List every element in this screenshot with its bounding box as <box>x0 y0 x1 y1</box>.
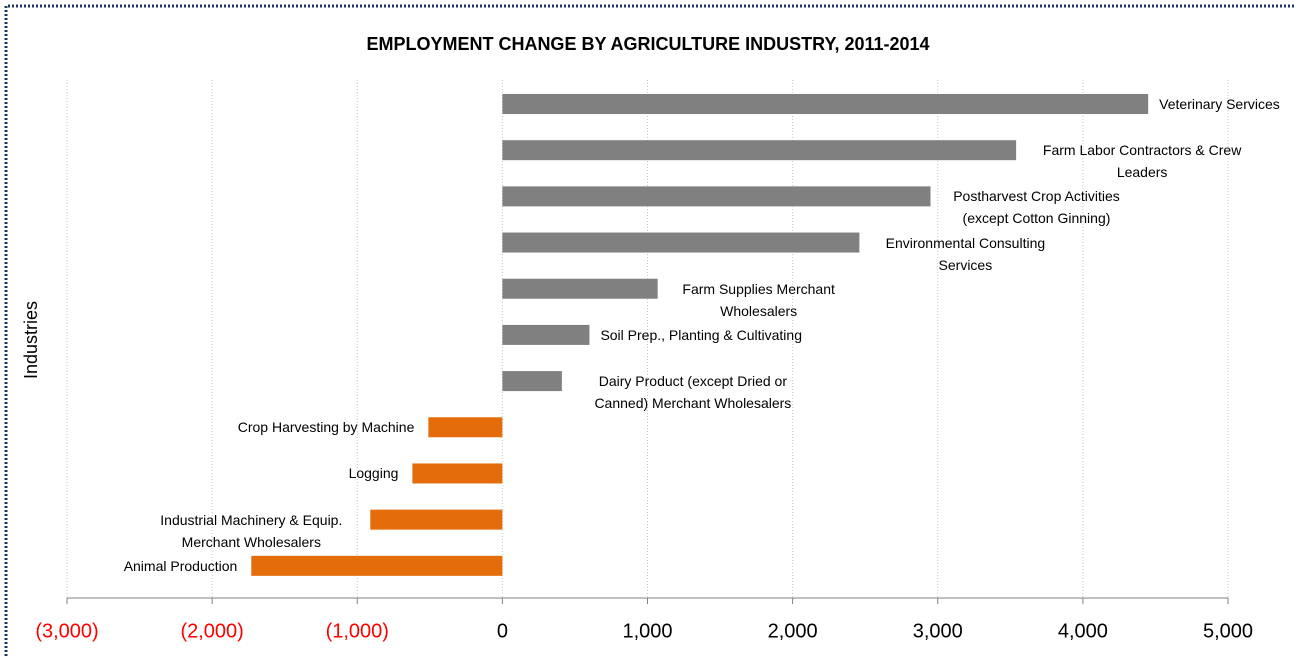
x-tick-label: 5,000 <box>1203 620 1253 642</box>
bar <box>502 186 931 207</box>
bar-label: Postharvest Crop Activities (except Cott… <box>953 188 1120 227</box>
bar <box>412 463 503 484</box>
x-tick-label: 4,000 <box>1058 620 1108 642</box>
bar <box>502 371 562 392</box>
bar-label: Environmental Consulting Services <box>885 234 1046 273</box>
bar-label: Animal Production <box>123 557 238 574</box>
x-tick-label: 0 <box>497 620 508 642</box>
bar <box>502 94 1149 114</box>
x-tick-label: (3,000) <box>35 620 98 642</box>
x-tick-label: 1,000 <box>622 620 672 642</box>
y-axis-label: Industries <box>21 301 41 379</box>
x-tick-label: (2,000) <box>180 620 243 642</box>
bar-label: Industrial Machinery & Equip. Merchant W… <box>160 511 343 550</box>
bar <box>370 509 503 530</box>
bar <box>502 232 860 253</box>
bar-label: Farm Labor Contractors & Crew Leaders <box>1042 142 1242 181</box>
bar-label: Soil Prep., Planting & Cultivating <box>600 326 802 343</box>
bar-label: Farm Supplies Merchant Wholesalers <box>682 280 835 319</box>
x-tick-label: 3,000 <box>913 620 963 642</box>
bar <box>502 140 1017 161</box>
bar-label: Veterinary Services <box>1159 96 1280 112</box>
bar-label: Logging <box>348 465 399 482</box>
frame <box>4 4 1296 656</box>
bar <box>251 555 503 576</box>
bar-label: Crop Harvesting by Machine <box>237 419 415 436</box>
x-tick-label: (1,000) <box>326 620 389 642</box>
bar-label: Dairy Product (except Dried or Canned) M… <box>594 373 792 412</box>
chart-title: EMPLOYMENT CHANGE BY AGRICULTURE INDUSTR… <box>366 34 929 54</box>
x-tick-label: 2,000 <box>768 620 818 642</box>
bar <box>502 278 658 299</box>
bar <box>428 417 503 438</box>
bar <box>502 324 590 345</box>
